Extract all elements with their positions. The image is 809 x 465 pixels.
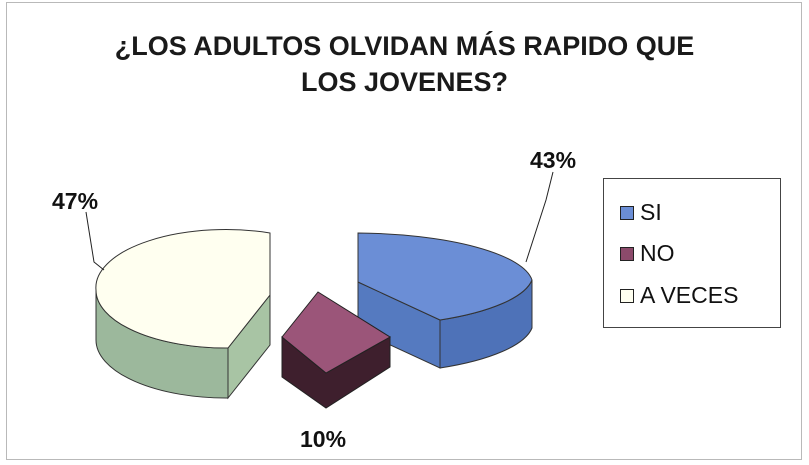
legend-label-no: NO (640, 240, 675, 266)
pie-slice-no (281, 291, 391, 409)
chart-title-line-2: LOS JOVENES? (300, 67, 509, 97)
legend-label-a-veces: A VECES (640, 282, 739, 308)
leader-line-a-veces (85, 211, 105, 271)
data-label-a-veces: 47% (52, 188, 98, 214)
legend-item-si: SI (620, 199, 662, 226)
chart-frame (6, 2, 802, 460)
data-label-si: 43% (530, 147, 576, 173)
legend-item-no: NO (620, 240, 675, 267)
chart-legend: SI NO A VECES (603, 178, 781, 328)
legend-swatch-a-veces (620, 288, 634, 303)
legend-label-si: SI (640, 199, 662, 225)
legend-swatch-si (620, 205, 634, 220)
chart-title: ¿LOS ADULTOS OLVIDAN MÁS RAPIDO QUE LOS … (0, 28, 809, 100)
chart-title-line-1: ¿LOS ADULTOS OLVIDAN MÁS RAPIDO QUE (114, 31, 695, 61)
pie-slice-no-top (281, 291, 391, 374)
pie-slice-a-veces (95, 229, 271, 400)
pie-slice-si-top (357, 232, 533, 321)
pie-slice-si (357, 232, 533, 369)
data-label-no: 10% (300, 426, 346, 452)
pie-slice-a-veces-top (95, 229, 271, 349)
legend-item-a-veces: A VECES (620, 282, 738, 309)
legend-swatch-no (620, 246, 634, 261)
leader-line-si (525, 171, 554, 263)
